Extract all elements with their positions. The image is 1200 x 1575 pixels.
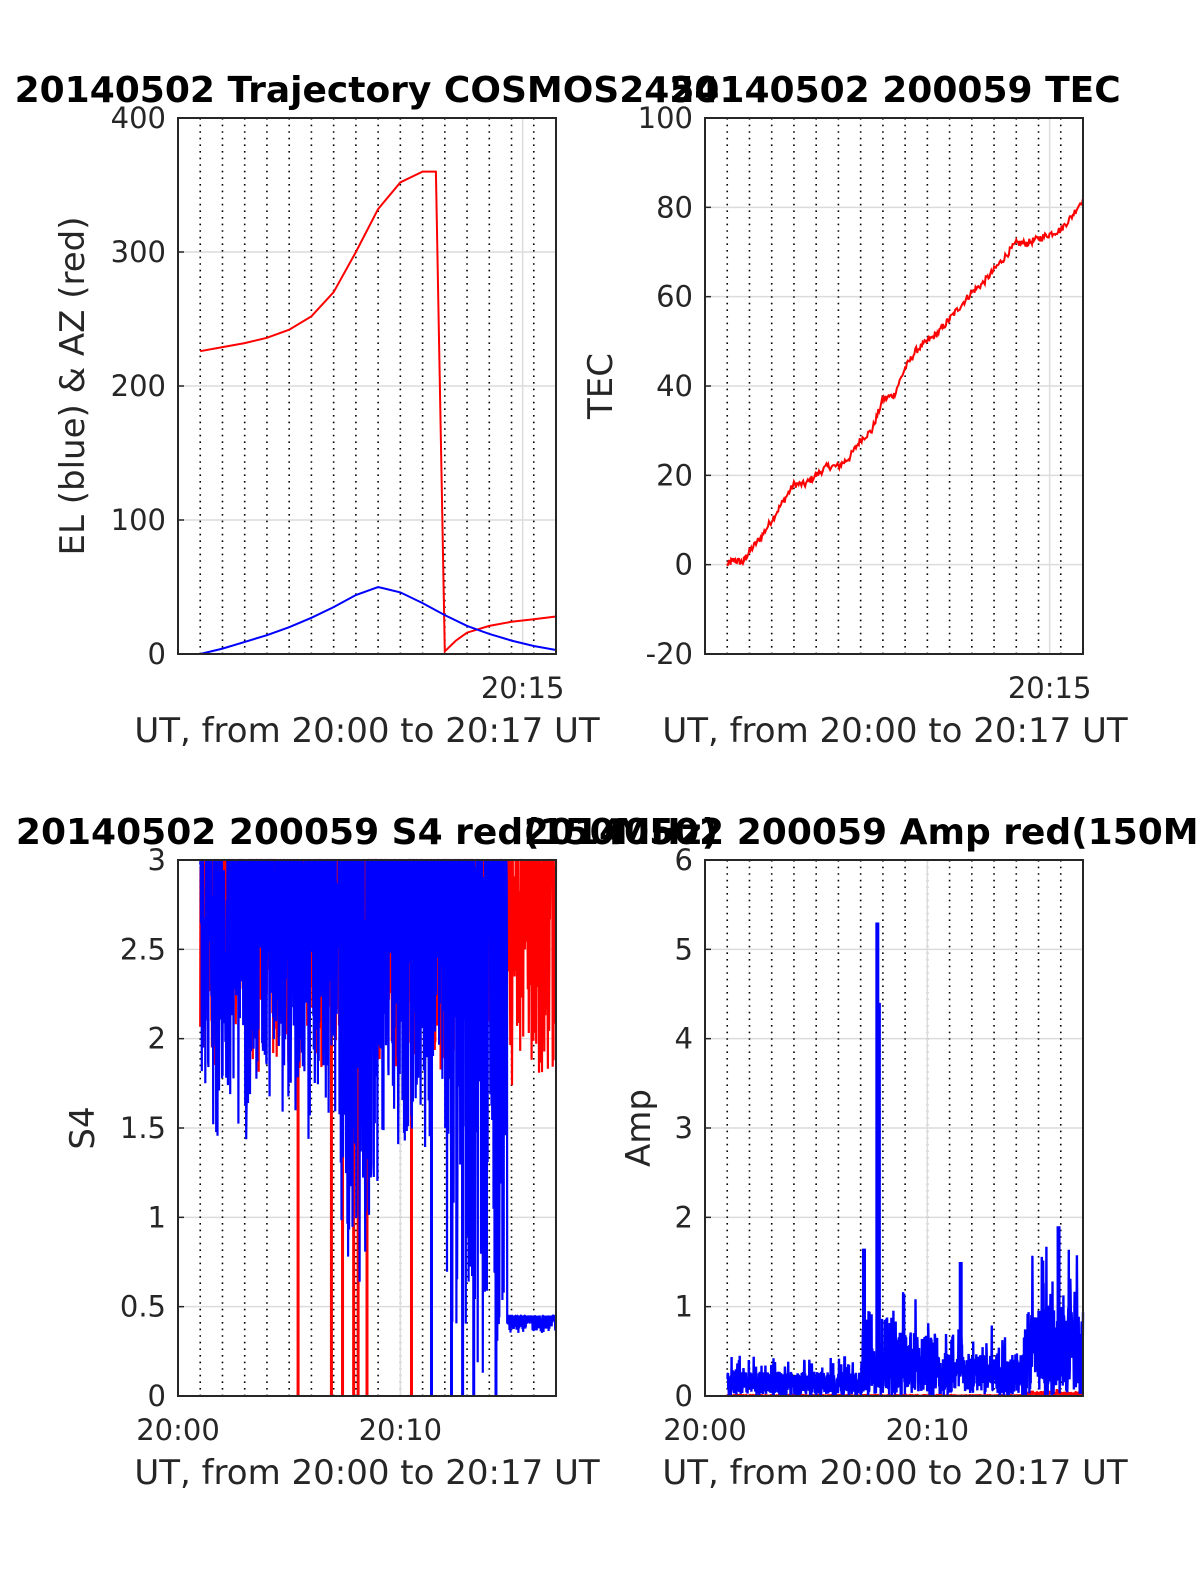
tec-ytick-label: 20 (656, 458, 693, 492)
amp-ytick-label: 2 (675, 1200, 693, 1234)
amp-series-blue (726, 1246, 1085, 1397)
s4-xtick-label: 20:10 (359, 1413, 443, 1447)
tec-xtick-label: 20:15 (1008, 671, 1092, 705)
tec-ytick-label: 0 (675, 548, 693, 582)
s4-ylabel: S4 (63, 1106, 103, 1149)
amp-ytick-label: 0 (675, 1379, 693, 1413)
trajectory-ytick-label: 0 (148, 637, 166, 671)
tec-grid (705, 117, 1083, 655)
tec-series (726, 198, 1084, 566)
s4-series (199, 858, 558, 1396)
trajectory-ytick-label: 300 (111, 235, 166, 269)
amp-xtick-label: 20:00 (663, 1413, 747, 1447)
amp-ytick-label: 1 (675, 1290, 693, 1324)
tec-ticks: -20 0 20 40 60 80 100 20:15 (638, 101, 1092, 705)
panel-tec: -20 0 20 40 60 80 100 20:15 20140502 200059 TEC… (581, 70, 1128, 751)
amp-xtick-label: 20:10 (886, 1413, 970, 1447)
s4-ytick-label: 0.5 (120, 1290, 166, 1324)
s4-ytick-label: 0 (148, 1379, 166, 1413)
trajectory-series-blue (199, 585, 557, 655)
tec-ytick-label: 80 (656, 190, 693, 224)
amp-xlabel: UT, from 20:00 to 20:17 UT (662, 1453, 1128, 1493)
amp-ticks: 0 1 2 3 4 5 6 20:00 20:10 (663, 843, 969, 1447)
amp-ytick-label: 5 (675, 932, 693, 966)
tec-ytick-label: 100 (638, 101, 693, 135)
trajectory-ylabel: EL (blue) & AZ (red) (53, 216, 93, 555)
trajectory-ticks: 0 100 200 300 400 20:15 (111, 101, 565, 705)
trajectory-ytick-label: 400 (111, 101, 166, 135)
s4-xtick-label: 20:00 (136, 1413, 220, 1447)
trajectory-xlabel: UT, from 20:00 to 20:17 UT (134, 711, 600, 751)
panel-s4: 0 0.5 1 1.5 2 2.5 3 20:00 20:10 20140502 200059 … (16, 812, 718, 1493)
amp-ylabel: Amp (619, 1089, 659, 1167)
tec-ylabel: TEC (581, 353, 621, 420)
s4-ytick-label: 2.5 (120, 932, 166, 966)
s4-ytick-label: 2 (148, 1022, 166, 1056)
amp-ytick-label: 3 (675, 1111, 693, 1145)
tec-ytick-label: 40 (656, 369, 693, 403)
tec-xlabel: UT, from 20:00 to 20:17 UT (662, 711, 1128, 751)
trajectory-ytick-label: 100 (111, 503, 166, 537)
trajectory-ytick-label: 200 (111, 369, 166, 403)
s4-ytick-label: 1.5 (120, 1111, 166, 1145)
trajectory-series-red (200, 170, 557, 654)
amp-title: 20140502 200059 Amp red(150MHz) (524, 812, 1200, 853)
s4-ytick-label: 1 (148, 1200, 166, 1234)
s4-xlabel: UT, from 20:00 to 20:17 UT (134, 1453, 600, 1493)
tec-series-red (726, 198, 1084, 566)
amp-ytick-label: 4 (675, 1022, 693, 1056)
amp-ytick-label: 6 (675, 843, 693, 877)
s4-ytick-label: 3 (148, 843, 166, 877)
panel-amp: 0 1 2 3 4 5 6 20:00 20:10 20140502 200059 Amp re… (524, 812, 1200, 1493)
trajectory-xtick-label: 20:15 (481, 671, 565, 705)
tec-title: 20140502 200059 TEC (669, 70, 1120, 111)
trajectory-series (199, 170, 557, 655)
s4-title: 20140502 200059 S4 red(150MHz) (16, 812, 718, 853)
s4-ticks: 0 0.5 1 1.5 2 2.5 3 20:00 20:10 (120, 843, 442, 1447)
tec-ytick-label: -20 (646, 637, 693, 671)
tec-ytick-label: 60 (656, 280, 693, 314)
trajectory-title: 20140502 Trajectory COSMOS2454 (15, 70, 720, 111)
trajectory-grid (178, 117, 556, 655)
